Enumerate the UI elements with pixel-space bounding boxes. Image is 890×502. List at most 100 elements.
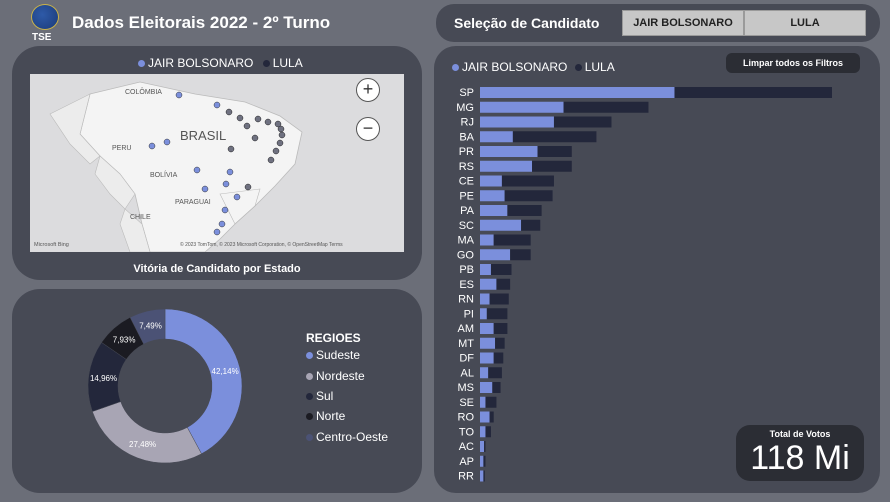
bar-ba-bolsonaro[interactable] [480, 131, 513, 143]
bar-to-lula[interactable] [485, 426, 491, 438]
marker-bolsonaro[interactable] [148, 142, 156, 150]
bar-df-bolsonaro[interactable] [480, 352, 494, 364]
marker-lula[interactable] [243, 122, 251, 130]
bar-pa-bolsonaro[interactable] [480, 205, 508, 216]
clear-filters-button[interactable]: Limpar todos os Filtros [726, 53, 860, 73]
bar-ac-bolsonaro[interactable] [480, 441, 485, 452]
bar-rr-lula[interactable] [483, 470, 485, 482]
marker-bolsonaro[interactable] [233, 193, 241, 201]
bar-pa-lula[interactable] [507, 205, 542, 216]
marker-lula[interactable] [244, 183, 252, 191]
bar-ac-lula[interactable] [484, 441, 486, 452]
bar-al-lula[interactable] [488, 367, 502, 379]
marker-bolsonaro[interactable] [175, 91, 183, 99]
bar-ro-lula[interactable] [489, 411, 494, 423]
bar-rj-lula[interactable] [553, 116, 612, 128]
marker-bolsonaro[interactable] [201, 185, 209, 193]
candidate-option-lula[interactable]: LULA [744, 10, 866, 36]
region-legend-nordeste[interactable]: Nordeste [306, 369, 365, 383]
marker-lula[interactable] [227, 145, 235, 153]
bar-sc-lula[interactable] [521, 219, 541, 231]
bar-rr-bolsonaro[interactable] [480, 470, 484, 482]
zoom-in-button[interactable]: + [356, 78, 380, 102]
marker-lula[interactable] [277, 125, 285, 133]
marker-lula[interactable] [264, 118, 272, 126]
bar-sp-lula[interactable] [674, 87, 832, 98]
marker-lula[interactable] [254, 115, 262, 123]
bar-rs-bolsonaro[interactable] [480, 160, 533, 172]
bar-sp-bolsonaro[interactable] [480, 87, 675, 98]
marker-lula[interactable] [236, 114, 244, 122]
donut-slice-centro-oeste[interactable] [129, 308, 166, 345]
bar-pb-bolsonaro[interactable] [480, 264, 491, 275]
marker-lula[interactable] [225, 108, 233, 116]
zoom-out-button[interactable]: − [356, 117, 380, 141]
bar-pr-lula[interactable] [537, 146, 572, 157]
bar-ap-bolsonaro[interactable] [480, 455, 484, 467]
bar-es-lula[interactable] [496, 278, 511, 290]
marker-lula[interactable] [272, 147, 280, 155]
bar-pi-bolsonaro[interactable] [480, 308, 487, 320]
bar-se-bolsonaro[interactable] [480, 396, 486, 408]
bar-to-bolsonaro[interactable] [480, 426, 486, 438]
donut-label: 7,93% [113, 335, 136, 344]
map-view[interactable]: COLÔMBIA BRASIL PERU BOLÍVIA PARAGUAI CH… [30, 74, 404, 252]
state-label-pi: PI [464, 308, 474, 320]
bar-al-bolsonaro[interactable] [480, 367, 489, 379]
marker-bolsonaro[interactable] [226, 168, 234, 176]
marker-bolsonaro[interactable] [222, 180, 230, 188]
candidate-option-bolsonaro[interactable]: JAIR BOLSONARO [622, 10, 744, 36]
bar-rj-bolsonaro[interactable] [480, 116, 554, 128]
bar-ma-lula[interactable] [493, 234, 531, 246]
bar-pr-bolsonaro[interactable] [480, 146, 538, 157]
marker-lula[interactable] [251, 134, 259, 142]
bar-mg-bolsonaro[interactable] [480, 101, 564, 113]
bar-rn-lula[interactable] [489, 293, 509, 305]
bar-es-bolsonaro[interactable] [480, 278, 497, 290]
marker-bolsonaro[interactable] [193, 166, 201, 174]
marker-bolsonaro[interactable] [221, 206, 229, 214]
bar-go-bolsonaro[interactable] [480, 249, 511, 261]
bar-sc-bolsonaro[interactable] [480, 219, 522, 231]
marker-bolsonaro[interactable] [213, 228, 221, 236]
bar-pe-bolsonaro[interactable] [480, 190, 505, 202]
bar-am-lula[interactable] [493, 323, 508, 334]
marker-bolsonaro[interactable] [218, 220, 226, 228]
marker-bolsonaro[interactable] [163, 138, 171, 146]
marker-lula[interactable] [267, 156, 275, 164]
bar-df-lula[interactable] [493, 352, 504, 364]
bar-pi-lula[interactable] [486, 308, 508, 320]
marker-bolsonaro[interactable] [213, 101, 221, 109]
donut-slice-sudeste[interactable] [164, 308, 243, 455]
marker-lula[interactable] [274, 120, 282, 128]
region-legend-centro-oeste[interactable]: Centro-Oeste [306, 430, 388, 444]
region-legend-sudeste[interactable]: Sudeste [306, 348, 360, 362]
state-label-pa: PA [460, 205, 475, 217]
bar-se-lula[interactable] [485, 396, 497, 408]
tse-logo: TSE [28, 4, 62, 43]
candidate-selection-panel: Seleção de Candidato JAIR BOLSONARO LULA [436, 4, 880, 42]
bar-ma-bolsonaro[interactable] [480, 234, 494, 246]
bar-go-lula[interactable] [510, 249, 531, 261]
bar-ce-bolsonaro[interactable] [480, 175, 502, 187]
bar-pb-lula[interactable] [490, 264, 512, 275]
bar-ap-lula[interactable] [483, 455, 486, 467]
bar-mt-bolsonaro[interactable] [480, 337, 496, 349]
bar-am-bolsonaro[interactable] [480, 323, 494, 334]
bar-mg-lula[interactable] [563, 101, 649, 113]
bar-ms-lula[interactable] [492, 382, 501, 393]
marker-lula[interactable] [278, 131, 286, 139]
bar-ce-lula[interactable] [501, 175, 554, 187]
bar-ms-bolsonaro[interactable] [480, 382, 493, 393]
bar-ba-lula[interactable] [512, 131, 597, 143]
state-votes-panel: JAIR BOLSONARO LULA Limpar todos os Filt… [434, 46, 880, 493]
bar-rs-lula[interactable] [532, 160, 572, 172]
region-legend-norte[interactable]: Norte [306, 409, 345, 423]
region-legend-sul[interactable]: Sul [306, 389, 333, 403]
bar-rn-bolsonaro[interactable] [480, 293, 490, 305]
marker-lula[interactable] [276, 139, 284, 147]
donut-slice-nordeste[interactable] [92, 401, 202, 464]
bar-mt-lula[interactable] [495, 337, 505, 349]
bar-pe-lula[interactable] [504, 190, 553, 202]
bar-ro-bolsonaro[interactable] [480, 411, 490, 423]
